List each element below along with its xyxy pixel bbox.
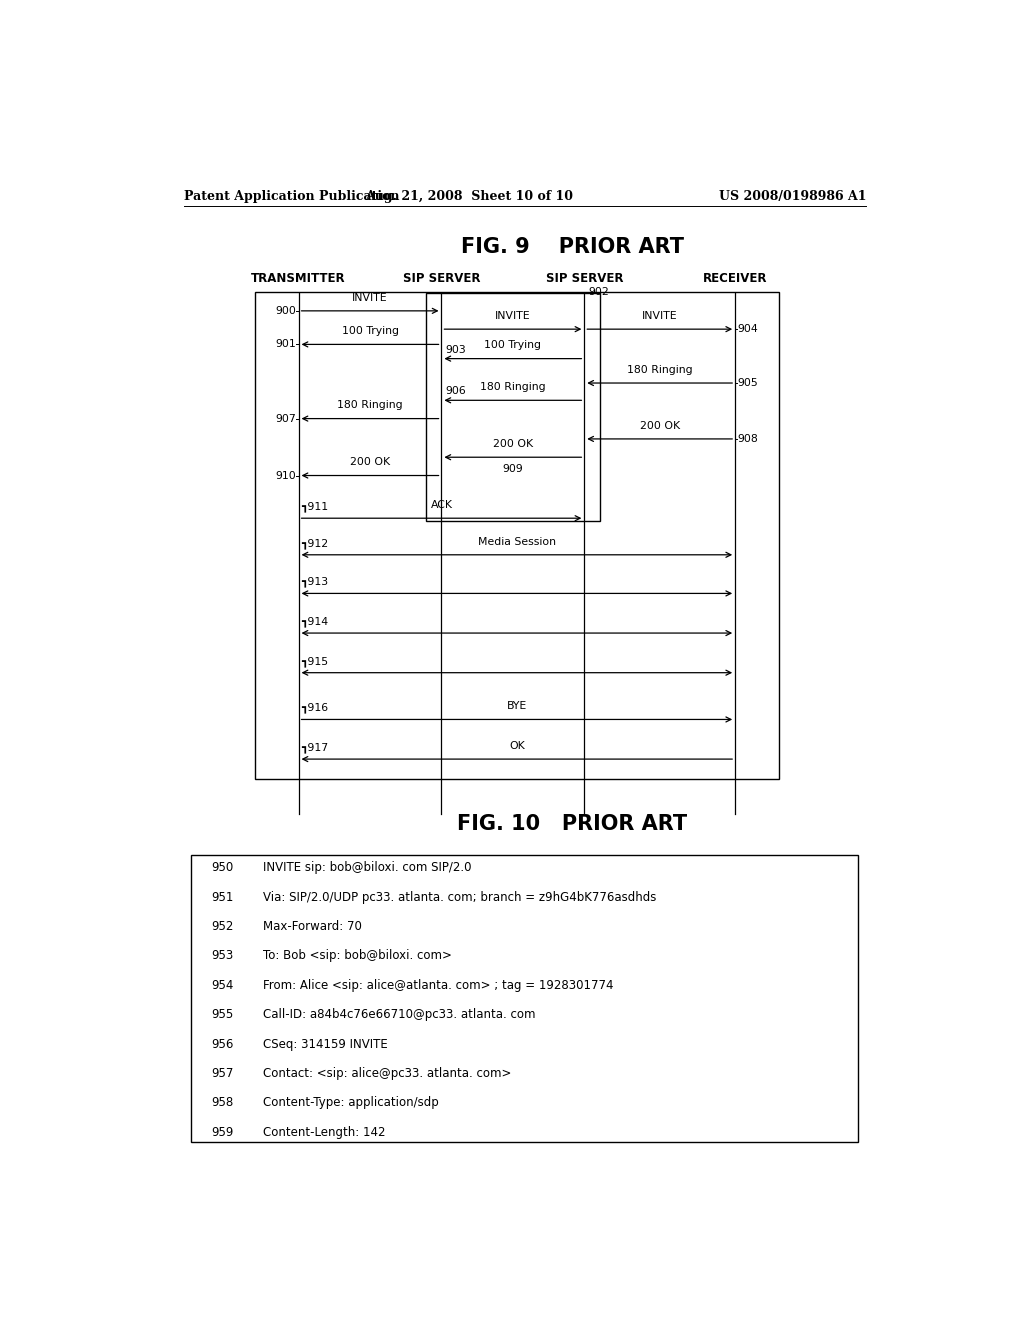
Text: INVITE sip: bob@biloxi. com SIP/2.0: INVITE sip: bob@biloxi. com SIP/2.0 — [263, 862, 471, 874]
Text: ┓917: ┓917 — [301, 742, 328, 752]
Text: Max-Forward: 70: Max-Forward: 70 — [263, 920, 361, 933]
Text: 200 OK: 200 OK — [350, 458, 390, 467]
Text: SIP SERVER: SIP SERVER — [402, 272, 480, 285]
Text: 200 OK: 200 OK — [640, 421, 680, 430]
Text: SIP SERVER: SIP SERVER — [546, 272, 623, 285]
Text: 951: 951 — [211, 891, 233, 904]
Text: ┓914: ┓914 — [301, 616, 328, 627]
Text: 958: 958 — [211, 1096, 233, 1109]
Bar — [426, 293, 600, 521]
Text: Content-Type: application/sdp: Content-Type: application/sdp — [263, 1096, 438, 1109]
Text: To: Bob <sip: bob@biloxi. com>: To: Bob <sip: bob@biloxi. com> — [263, 949, 452, 962]
Text: INVITE: INVITE — [495, 312, 530, 321]
Text: Call-ID: a84b4c76e66710@pc33. atlanta. com: Call-ID: a84b4c76e66710@pc33. atlanta. c… — [263, 1008, 536, 1022]
Text: 900: 900 — [275, 306, 296, 315]
Text: FIG. 10   PRIOR ART: FIG. 10 PRIOR ART — [458, 814, 687, 834]
Text: INVITE: INVITE — [642, 312, 678, 321]
Text: 908: 908 — [737, 434, 758, 444]
Text: 959: 959 — [211, 1126, 233, 1139]
Text: 200 OK: 200 OK — [493, 440, 532, 449]
Text: 952: 952 — [211, 920, 233, 933]
Text: 903: 903 — [445, 345, 466, 355]
Text: Patent Application Publication: Patent Application Publication — [183, 190, 399, 202]
Text: 909: 909 — [503, 465, 523, 474]
Text: 180 Ringing: 180 Ringing — [627, 364, 692, 375]
Text: Content-Length: 142: Content-Length: 142 — [263, 1126, 385, 1139]
Text: US 2008/0198986 A1: US 2008/0198986 A1 — [719, 190, 866, 202]
Text: 954: 954 — [211, 979, 233, 991]
Text: ┓913: ┓913 — [301, 577, 328, 587]
Text: ┓912: ┓912 — [301, 539, 328, 549]
Text: 907: 907 — [275, 413, 296, 424]
Text: 956: 956 — [211, 1038, 233, 1051]
Text: Contact: <sip: alice@pc33. atlanta. com>: Contact: <sip: alice@pc33. atlanta. com> — [263, 1067, 511, 1080]
Text: INVITE: INVITE — [352, 293, 388, 302]
Text: From: Alice <sip: alice@atlanta. com> ; tag = 1928301774: From: Alice <sip: alice@atlanta. com> ; … — [263, 979, 613, 991]
Text: 950: 950 — [211, 862, 233, 874]
Bar — [191, 854, 858, 1142]
Text: CSeq: 314159 INVITE: CSeq: 314159 INVITE — [263, 1038, 388, 1051]
Text: ┓911: ┓911 — [301, 502, 328, 512]
Text: FIG. 9    PRIOR ART: FIG. 9 PRIOR ART — [461, 236, 684, 257]
Text: 904: 904 — [737, 325, 758, 334]
Bar — [255, 292, 779, 779]
Text: Aug. 21, 2008  Sheet 10 of 10: Aug. 21, 2008 Sheet 10 of 10 — [366, 190, 573, 202]
Text: 906: 906 — [445, 387, 466, 396]
Text: Media Session: Media Session — [478, 537, 556, 546]
Text: RECEIVER: RECEIVER — [702, 272, 767, 285]
Text: 902: 902 — [588, 286, 609, 297]
Text: 901: 901 — [275, 339, 296, 350]
Text: 953: 953 — [211, 949, 233, 962]
Text: ┓916: ┓916 — [301, 702, 328, 713]
Text: OK: OK — [509, 741, 524, 751]
Text: 910: 910 — [275, 470, 296, 480]
Text: BYE: BYE — [507, 701, 527, 711]
Text: TRANSMITTER: TRANSMITTER — [251, 272, 346, 285]
Text: ┓915: ┓915 — [301, 656, 328, 667]
Text: 955: 955 — [211, 1008, 233, 1022]
Text: Via: SIP/2.0/UDP pc33. atlanta. com; branch = z9hG4bK776asdhds: Via: SIP/2.0/UDP pc33. atlanta. com; bra… — [263, 891, 656, 904]
Text: 180 Ringing: 180 Ringing — [480, 383, 546, 392]
Text: 180 Ringing: 180 Ringing — [337, 400, 402, 411]
Text: ACK: ACK — [430, 500, 453, 510]
Text: 100 Trying: 100 Trying — [484, 341, 542, 351]
Text: 100 Trying: 100 Trying — [342, 326, 398, 337]
Text: 905: 905 — [737, 378, 758, 388]
Text: 957: 957 — [211, 1067, 233, 1080]
